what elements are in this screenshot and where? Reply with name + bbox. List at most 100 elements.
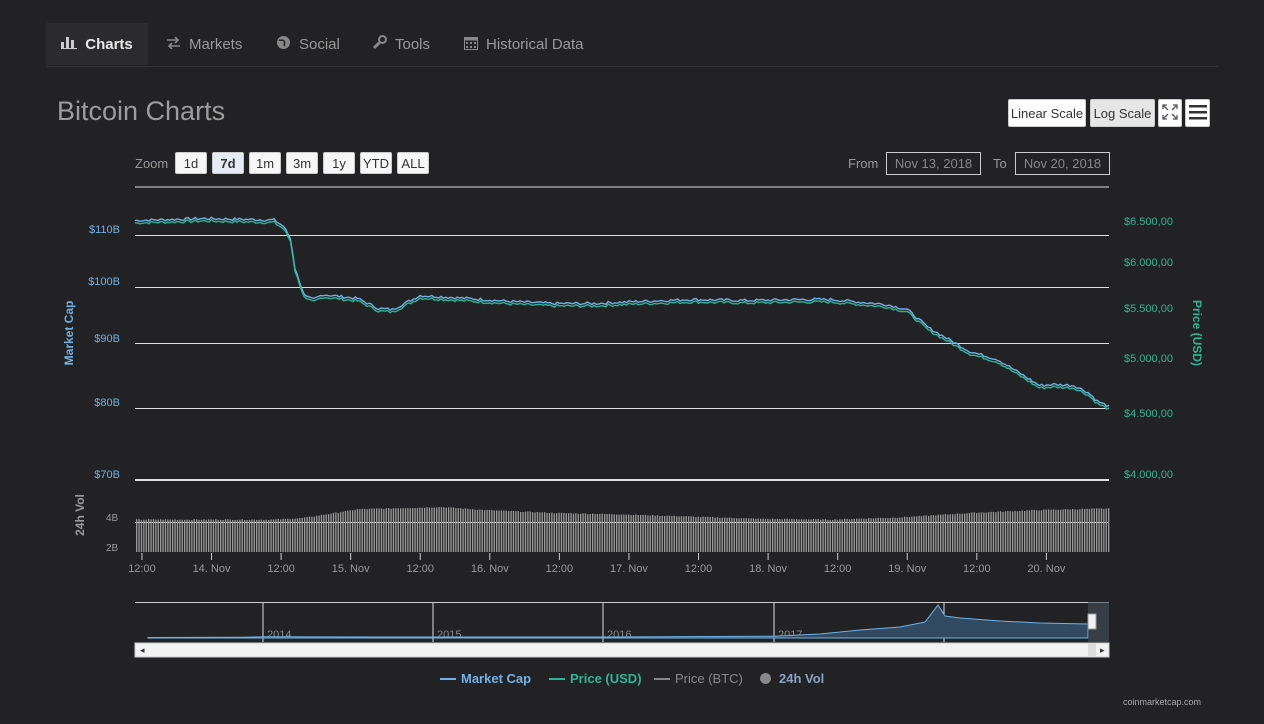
volume-bar [397, 508, 399, 552]
volume-bar [1055, 509, 1057, 552]
tab-social[interactable]: Social [276, 23, 340, 65]
volume-bar [1057, 509, 1059, 552]
volume-bar [1096, 508, 1098, 552]
bar-chart-icon [61, 35, 78, 53]
scroll-right-icon[interactable]: ▸ [1100, 645, 1105, 655]
volume-bar [253, 519, 255, 552]
legend-price-usd[interactable]: Price (USD) [549, 671, 642, 686]
legend-market-cap[interactable]: Market Cap [440, 671, 531, 686]
volume-bar [594, 514, 596, 552]
volume-bar [647, 515, 649, 552]
volume-bar [572, 513, 575, 552]
volume-bar [582, 513, 584, 552]
x-tick-label: 15. Nov [332, 563, 370, 575]
linear-scale-button[interactable]: Linear Scale [1008, 99, 1086, 127]
legend-label: Price (BTC) [675, 671, 743, 686]
volume-bar [208, 519, 210, 552]
volume-bar [923, 515, 925, 552]
navigator-handle-left[interactable] [1087, 613, 1097, 630]
legend-24h-vol[interactable]: 24h Vol [760, 671, 824, 686]
volume-bar [637, 515, 639, 552]
tab-historical-data[interactable]: Historical Data [464, 23, 584, 65]
to-label: To [993, 156, 1007, 171]
credit-link[interactable]: coinmarketcap.com [1123, 697, 1202, 707]
volume-bar [880, 517, 882, 552]
volume-bar [450, 507, 452, 552]
volume-axis-title: 24h Vol [73, 494, 87, 536]
volume-bar [985, 512, 987, 552]
volume-bar [700, 517, 702, 552]
volume-bar [805, 519, 807, 552]
volume-bar [673, 515, 675, 552]
navigator-scrollbar[interactable] [134, 642, 1110, 658]
volume-bar [565, 513, 567, 552]
to-date-input[interactable]: Nov 20, 2018 [1015, 152, 1110, 175]
volume-bar [176, 519, 179, 552]
navigator-scrollbar-thumb[interactable] [1088, 643, 1096, 657]
right-tick-label: $4.500,00 [1124, 408, 1173, 420]
volume-bar [829, 519, 831, 552]
volume-bar [296, 518, 299, 552]
scroll-left-icon[interactable]: ◂ [140, 645, 145, 655]
volume-bar [164, 519, 167, 552]
navigator-year-label: 2014 [267, 629, 291, 641]
volume-bar [827, 519, 829, 552]
from-date-input[interactable]: Nov 13, 2018 [886, 152, 981, 175]
grid-lines [135, 186, 1109, 523]
volume-bar [150, 519, 152, 552]
left-tick-label: $70B [94, 469, 120, 481]
legend-price-btc[interactable]: Price (BTC) [654, 671, 743, 686]
tab-charts[interactable]: Charts [46, 23, 148, 65]
volume-bar [200, 519, 203, 552]
zoom-1m-button[interactable]: 1m [249, 152, 281, 174]
volume-bar [313, 516, 315, 552]
volume-bar [872, 518, 875, 552]
volume-bar [978, 512, 980, 552]
volume-bar [930, 515, 932, 552]
volume-bar [512, 511, 515, 552]
volume-bar [796, 519, 798, 552]
navigator-selection[interactable] [1088, 602, 1109, 642]
volume-bar [440, 507, 443, 552]
tab-markets[interactable]: Markets [166, 23, 242, 65]
zoom-7d-button[interactable]: 7d [212, 152, 244, 174]
volume-bar [928, 515, 930, 552]
volume-bar [911, 516, 913, 552]
volume-bar [1062, 509, 1064, 552]
volume-bar [649, 515, 651, 552]
zoom-1d-button[interactable]: 1d [175, 152, 207, 174]
line-icon [549, 677, 565, 680]
volume-bar [1002, 511, 1004, 552]
tab-tools[interactable]: Tools [372, 23, 430, 65]
volume-bar [359, 509, 361, 552]
volume-bar [988, 512, 990, 552]
log-scale-button[interactable]: Log Scale [1090, 99, 1155, 127]
line-icon [440, 677, 456, 680]
volume-bar [239, 519, 241, 552]
zoom-ytd-button[interactable]: YTD [360, 152, 392, 174]
zoom-all-button[interactable]: ALL [397, 152, 429, 174]
menu-button[interactable] [1185, 99, 1210, 127]
volume-bar [304, 517, 306, 552]
volume-bar [236, 519, 239, 552]
volume-bar [620, 514, 623, 552]
volume-bar [877, 517, 879, 552]
volume-bar [484, 510, 486, 552]
left-tick-label: $80B [94, 397, 120, 409]
volume-bar [532, 512, 534, 552]
volume-bar [1026, 510, 1028, 552]
volume-bar [738, 518, 740, 552]
volume-bar [983, 512, 985, 552]
volume-bar [457, 508, 459, 552]
volume-bar [222, 520, 224, 552]
volume-bar [563, 512, 565, 552]
volume-bar [1086, 508, 1088, 552]
volume-bar [908, 517, 911, 552]
volume-bar [959, 513, 961, 552]
fullscreen-button[interactable] [1158, 99, 1182, 127]
zoom-3m-button[interactable]: 3m [286, 152, 318, 174]
volume-bar [373, 508, 375, 552]
zoom-1y-button[interactable]: 1y [323, 152, 355, 174]
volume-bar [736, 518, 738, 552]
volume-bar [205, 519, 207, 552]
